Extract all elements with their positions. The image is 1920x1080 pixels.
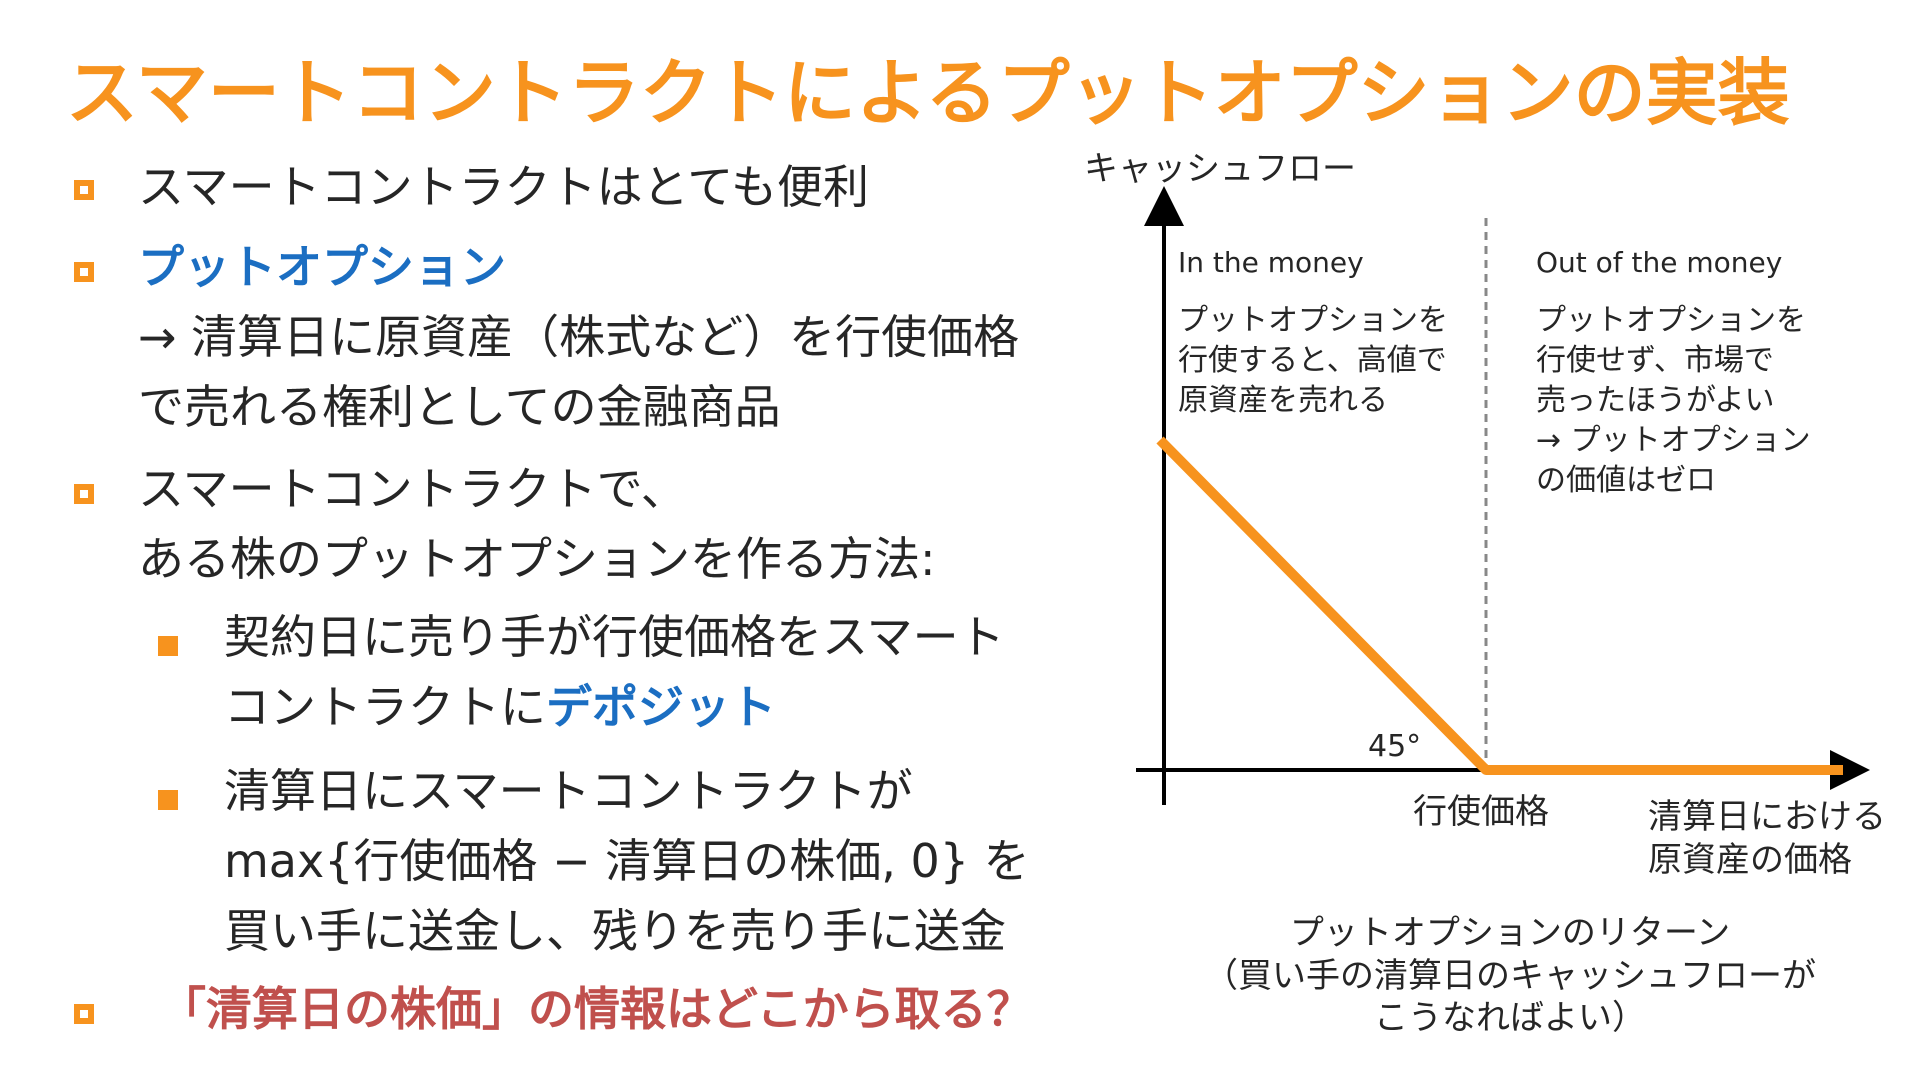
sub-bullet-settlement-3: 買い手に送金し、残りを売り手に送金 [224,904,1006,958]
out-of-the-money-desc-3: 売ったほうがよい [1536,383,1775,418]
bullet-text-convenience: スマートコントラクトはとても便利 [138,160,869,214]
bullet-text-put-option: プットオプション [138,240,506,294]
x-axis-label-1: 清算日における [1648,797,1886,837]
slide-title: スマートコントラクトによるプットオプションの実装 [66,51,1790,135]
diagram-caption-line-3: こうなればよい） [1374,998,1646,1038]
bullet-square-icon [74,1004,94,1024]
diagram-caption: プットオプションのリターン （買い手の清算日のキャッシュフローが こうなればよい… [1200,912,1820,1040]
bullet-square-icon [74,262,94,282]
in-the-money-desc-3: 原資産を売れる [1178,383,1388,418]
sub-bullet-deposit-1: 契約日に売り手が行使価格をスマート [224,610,1005,664]
x-axis-label-2: 原資産の価格 [1648,840,1852,880]
strike-price-label: 行使価格 [1413,792,1549,832]
out-of-the-money-desc-2: 行使せず、市場で [1536,343,1774,378]
sub-bullet-settlement-1: 清算日にスマートコントラクトが [224,764,913,818]
sub-bullet-settlement-2: max{行使価格 − 清算日の株価, 0} を [224,834,1030,888]
sub-bullet-deposit-2: コントラクトにデポジット [224,680,776,735]
out-of-the-money-desc-1: プットオプションを [1536,303,1806,338]
bullet-text-method-1: スマートコントラクトで、 [138,462,687,516]
in-the-money-desc-2: 行使すると、高値で [1178,343,1447,378]
bullet-text-put-definition-2: で売れる権利としての金融商品 [138,380,781,434]
out-of-the-money-desc-4: → プットオプション [1536,423,1811,458]
bullet-text-price-source: 「清算日の株価」の情報はどこから取る？ [160,982,1033,1036]
out-of-the-money-desc-5: の価値はゼロ [1536,463,1716,498]
in-the-money-label: In the money [1178,246,1364,279]
bullet-square-icon [74,484,94,504]
diagram-caption-line-1: プットオプションのリターン [1289,913,1731,953]
bullet-square-icon [74,180,94,200]
sub-bullet-deposit-plain: コントラクトに [224,680,546,734]
diagram-caption-line-2: （買い手の清算日のキャッシュフローが [1204,955,1816,996]
put-option-payoff-diagram: キャッシュフロー In the money プットオプションを 行使すると、高値… [1084,149,1886,880]
payoff-line [1156,436,1843,775]
y-axis-label: キャッシュフロー [1084,149,1356,189]
sub-bullet-deposit-emph: デポジット [546,680,776,734]
angle-label: 45° [1368,729,1421,764]
sub-bullet-icon [158,790,178,810]
bullet-text-put-definition-1: → 清算日に原資産（株式など）を行使価格 [138,310,1020,364]
out-of-the-money-label: Out of the money [1536,246,1782,279]
sub-bullet-icon [158,636,178,656]
in-the-money-desc-1: プットオプションを [1178,303,1448,338]
bullet-text-method-2: ある株のプットオプションを作る方法: [138,532,936,586]
